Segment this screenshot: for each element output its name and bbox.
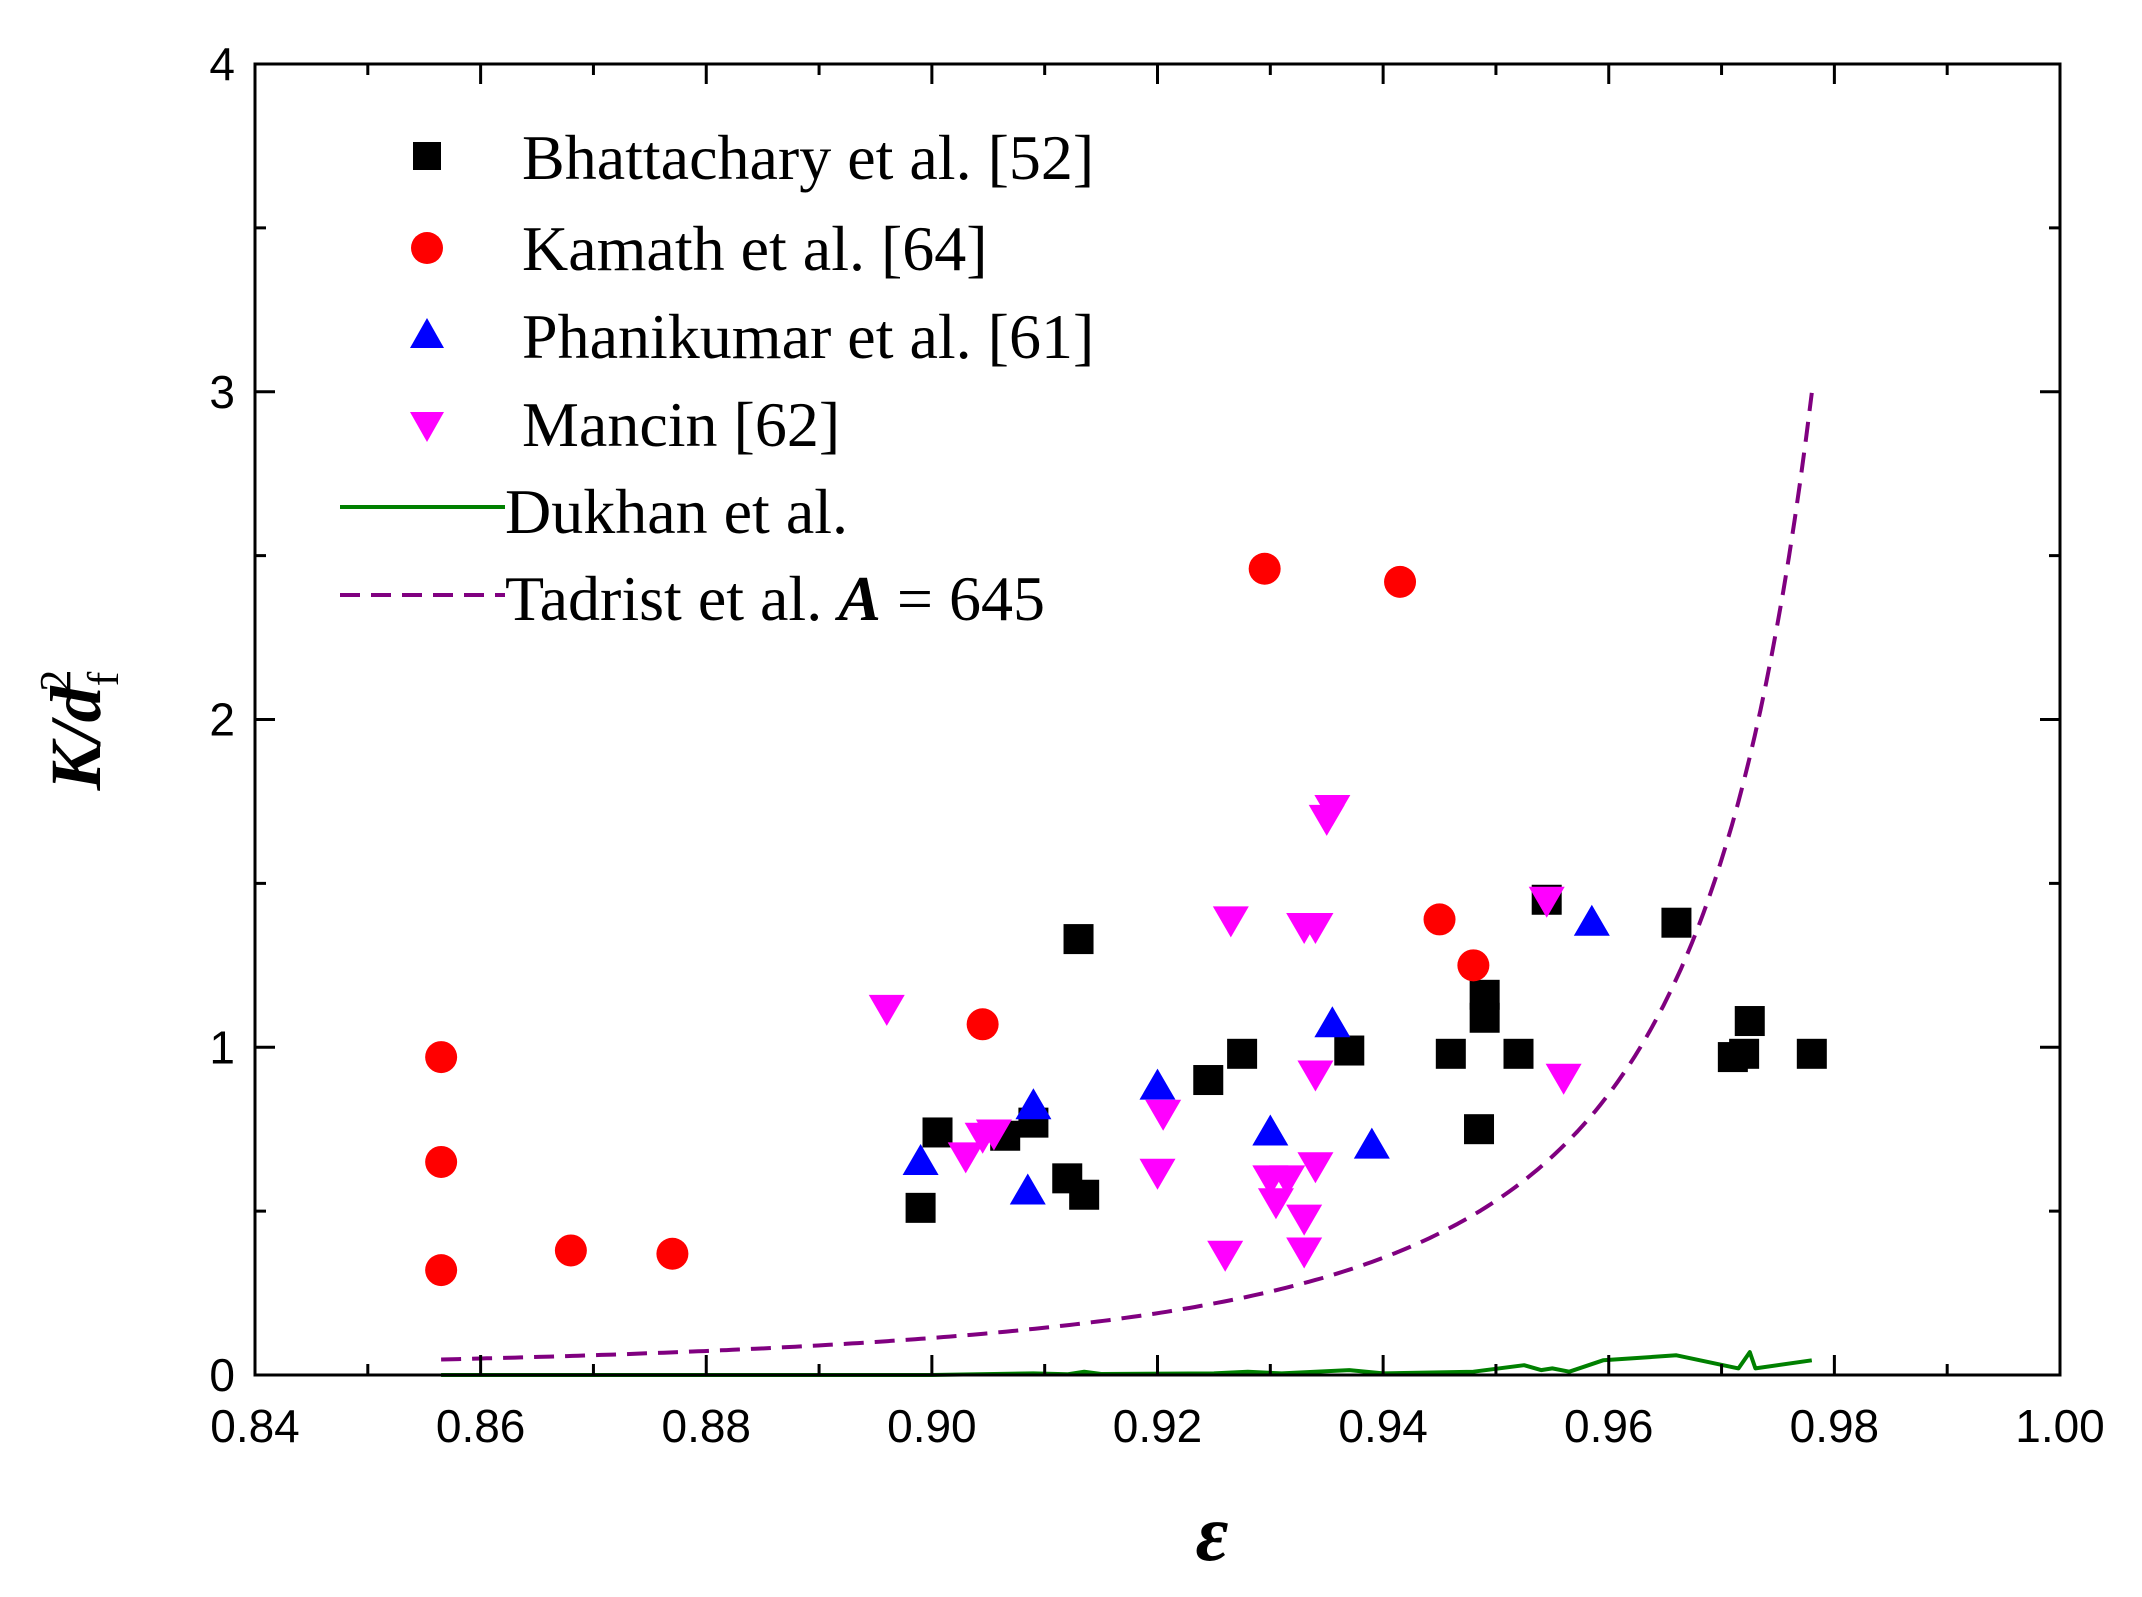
data-point-square: [1334, 1035, 1365, 1066]
y-tick-label: 0: [209, 1349, 235, 1401]
data-point-triangle-up: [1353, 1127, 1390, 1159]
y-axis-title-superscript: 2: [31, 670, 80, 692]
legend-label-tadrist-italic: A: [834, 563, 881, 634]
data-point-square: [922, 1117, 953, 1148]
data-point-circle: [966, 1008, 999, 1041]
data-point-square: [1796, 1038, 1827, 1069]
legend-entry-mancin: Mancin [62]: [410, 389, 840, 460]
data-point-triangle-down: [1212, 906, 1249, 938]
legend-label-tadrist: Tadrist et al. A = 645: [505, 563, 1045, 634]
data-point-triangle-down: [1139, 1158, 1176, 1190]
legend-entry-dukhan: Dukhan et al.: [340, 476, 848, 547]
legend-label-bhattachary: Bhattachary et al. [52]: [522, 122, 1094, 193]
data-point-triangle-down: [975, 1119, 1012, 1151]
data-point-triangle-down: [1528, 886, 1565, 918]
data-point-circle: [425, 1145, 458, 1178]
y-axis-title: K/df2: [31, 670, 128, 792]
x-tick-label: 0.84: [210, 1400, 300, 1452]
data-point-triangle-down: [1269, 1165, 1306, 1197]
x-tick-label: 0.86: [436, 1400, 526, 1452]
data-point-circle: [656, 1237, 689, 1270]
data-point-square: [905, 1192, 936, 1223]
data-point-square: [1464, 1114, 1495, 1145]
y-axis-title-main: K/d: [36, 685, 116, 791]
data-point-triangle-up: [1139, 1068, 1176, 1100]
legend-marker-circle: [411, 232, 443, 264]
data-point-triangle-up: [1314, 1006, 1351, 1038]
data-point-triangle-down: [1145, 1099, 1182, 1131]
x-tick-label: 0.92: [1113, 1400, 1203, 1452]
legend-label-dukhan: Dukhan et al.: [505, 476, 848, 547]
data-point-circle: [1423, 903, 1456, 936]
data-point-circle: [554, 1234, 587, 1267]
data-point-triangle-down: [947, 1142, 984, 1174]
data-point-triangle-down: [1207, 1240, 1244, 1272]
legend-entry-phanikumar: Phanikumar et al. [61]: [410, 301, 1094, 372]
legend-marker-square: [413, 142, 441, 170]
plot-content: [425, 392, 1827, 1377]
data-point-circle: [425, 1041, 458, 1074]
y-tick-label: 3: [209, 366, 235, 418]
data-point-triangle-down: [1286, 1204, 1323, 1236]
data-point-triangle-down: [1297, 912, 1334, 944]
legend-label-tadrist-prefix: Tadrist et al.: [505, 563, 838, 634]
data-point-square: [1193, 1065, 1224, 1096]
data-point-triangle-down: [1297, 1060, 1334, 1092]
data-point-circle: [1457, 949, 1490, 982]
legend-marker-triangle-down: [410, 412, 444, 442]
legend-marker-triangle-up: [410, 318, 444, 348]
legend-entry-tadrist: Tadrist et al. A = 645: [340, 563, 1045, 634]
data-point-circle: [425, 1254, 458, 1287]
y-tick-label: 4: [209, 38, 235, 90]
data-point-triangle-up: [1252, 1114, 1289, 1146]
data-point-triangle-down: [868, 994, 905, 1026]
legend-label-phanikumar: Phanikumar et al. [61]: [522, 301, 1094, 372]
x-tick-label: 0.94: [1338, 1400, 1428, 1452]
data-point-triangle-down: [1297, 1152, 1334, 1184]
data-point-square: [1069, 1179, 1100, 1210]
legend-entry-bhattachary: Bhattachary et al. [52]: [413, 122, 1094, 193]
x-tick-label: 0.96: [1564, 1400, 1654, 1452]
data-point-square: [1063, 924, 1094, 955]
data-point-square: [1469, 979, 1500, 1010]
data-point-triangle-up: [1015, 1088, 1052, 1120]
data-point-triangle-up: [1573, 904, 1610, 936]
legend-entry-kamath: Kamath et al. [64]: [411, 213, 988, 284]
data-point-circle: [1248, 552, 1281, 585]
data-point-square: [1503, 1038, 1534, 1069]
data-point-square: [1661, 907, 1692, 938]
data-point-square: [1227, 1038, 1258, 1069]
legend-label-mancin: Mancin [62]: [522, 389, 840, 460]
data-point-triangle-up: [902, 1143, 939, 1175]
data-point-square: [1435, 1038, 1466, 1069]
data-point-circle: [1384, 565, 1417, 598]
tadrist-curve: [441, 392, 1814, 1362]
x-tick-label: 0.90: [887, 1400, 977, 1452]
data-point-square: [1734, 1006, 1765, 1037]
y-axis-title-subscript: f: [79, 671, 128, 686]
data-point-triangle-down: [1545, 1063, 1582, 1095]
legend: Bhattachary et al. [52] Kamath et al. [6…: [340, 122, 1094, 634]
x-tick-label: 1.00: [2015, 1400, 2105, 1452]
x-axis-title: ε: [1196, 1490, 1229, 1578]
data-point-triangle-down: [1286, 1237, 1323, 1269]
data-point-square: [1729, 1038, 1760, 1069]
data-point-triangle-down: [1257, 1188, 1294, 1220]
y-tick-label: 1: [209, 1021, 235, 1073]
x-tick-label: 0.98: [1790, 1400, 1880, 1452]
x-tick-label: 0.88: [661, 1400, 751, 1452]
data-point-triangle-up: [1009, 1173, 1046, 1205]
data-point-triangle-down: [1314, 794, 1351, 826]
legend-label-kamath: Kamath et al. [64]: [522, 213, 988, 284]
legend-label-tadrist-suffix: = 645: [881, 563, 1045, 634]
axes: 0.84 0.86 0.88 0.90 0.92 0.94 0.96 0.98 1.00 0 1 2 3…: [209, 38, 2104, 1452]
y-tick-label: 2: [209, 694, 235, 746]
